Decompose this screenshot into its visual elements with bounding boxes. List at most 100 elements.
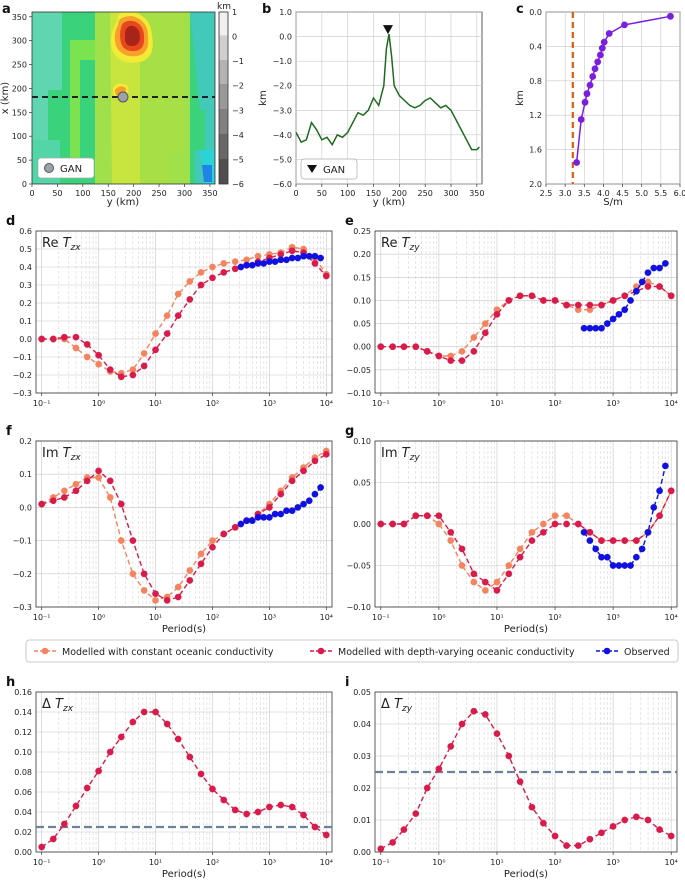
depth-point [231,806,239,814]
observed-point [627,562,634,569]
observed-point [317,484,324,491]
depth-point [481,711,489,718]
profile-line [295,33,480,151]
depth-point [140,708,148,716]
map-y-tick-label: 200 [12,84,27,93]
profile-x-tick-label: 150 [366,189,381,198]
depth-point [435,352,443,360]
conductivity-point [621,21,628,29]
observed-point [271,510,279,518]
constant-point [60,487,68,495]
depth-point [95,351,102,359]
panel-d-title: Re Tzx [42,236,81,253]
map-legend: GAN [37,157,95,179]
conductivity-y-tick-label: 1.2 [529,111,542,120]
depth-point [72,802,80,810]
observed-point [243,517,250,525]
depth-point [493,730,501,737]
tipper-panels: 0.60.50.40.30.20.10.0−0.1−0.2−0.310⁻¹ 10⁰… [6,214,678,880]
observed-point [603,553,611,561]
observed-point [271,258,279,265]
constant-point [220,260,228,267]
conductivity-grid [545,11,681,185]
depth-point [163,597,171,604]
colorbar-tick-label: 0 [232,33,237,42]
depth-point [95,467,102,475]
x-axis-label: Period(s) [504,624,548,635]
map-y-label: x (km) [0,82,11,115]
depth-point [288,477,296,485]
depth-point [197,770,205,778]
y-tick-label: 0.05 [353,688,371,697]
depth-point [38,843,46,851]
conductivity-point [600,38,608,46]
depth-point [447,743,455,750]
observed-point [311,252,319,260]
depth-point [598,301,605,309]
colorbar-label: km [217,2,231,12]
depth-point [209,785,216,793]
depth-point [447,528,455,536]
depth-point [551,520,559,528]
profile-x-tick-label: 250 [418,189,433,198]
x-tick-label: 10³ [606,858,619,867]
observed-point [586,537,594,544]
panel-e-frame [374,230,678,394]
depth-point [458,357,466,364]
conductivity-x-tick-label: 2.5 [540,189,553,198]
x-tick-label: 10³ [606,613,619,622]
constant-point [83,353,91,361]
observed-point [592,545,600,553]
observed-point [638,545,646,553]
conductivity-point [594,58,602,66]
x-tick-label: 10¹ [149,858,162,867]
constant-point [72,344,80,352]
colorbar-tick-label: −4 [232,131,244,140]
conductivity-x-tick-label: 4.5 [616,189,629,198]
constant-point [72,480,80,488]
panel-g-label: g [345,424,354,439]
profile-x-tick-label: 300 [443,189,458,198]
profile-legend: GAN [300,158,358,180]
panel-c: c 2.5 3.0 3.5 4.0 4.5 5.0 5.5 6.0 0.0 0.4 0.8 1.2 1… [515,2,685,208]
observed-point [254,260,262,267]
observed-point [305,252,313,260]
constant-point [197,269,205,276]
x-tick-label: 10¹ [490,613,503,622]
observed-point [609,562,617,569]
observed-point [260,514,268,521]
depth-point [481,329,489,337]
conductivity-point [591,65,599,73]
depth-point [598,829,605,837]
depth-point [412,343,420,351]
depth-point [586,835,594,843]
conductivity-x-label: S/m [603,197,622,208]
observed-point [260,260,268,267]
depth-point [644,816,652,824]
observed-point [311,490,319,498]
y-tick-label: −0.10 [346,389,371,398]
x-tick-label: 10⁰ [432,613,445,622]
y-tick-label: 0.04 [353,720,371,729]
x-tick-label: 10¹ [490,858,503,867]
panel-a: a GAN [0,2,244,208]
conductivity-y-ticks: 0.0 0.4 0.8 1.2 1.6 2.0 [529,8,542,189]
constant-point [140,587,148,594]
observed-point [598,553,605,561]
panel-h-label: h [6,675,15,690]
depth-point [163,330,171,337]
depth-point [528,803,536,811]
profile-y-tick-label: 1.0 [279,8,292,17]
depth-point [621,816,629,824]
depth-point [609,537,617,544]
depth-point [621,537,629,544]
depth-point [72,487,80,495]
legend-depth-label: Modelled with depth-varying oceanic cond… [338,647,575,658]
depth-point [470,347,478,355]
depth-point [106,477,114,485]
constant-point [231,258,239,265]
depth-point [540,819,547,827]
